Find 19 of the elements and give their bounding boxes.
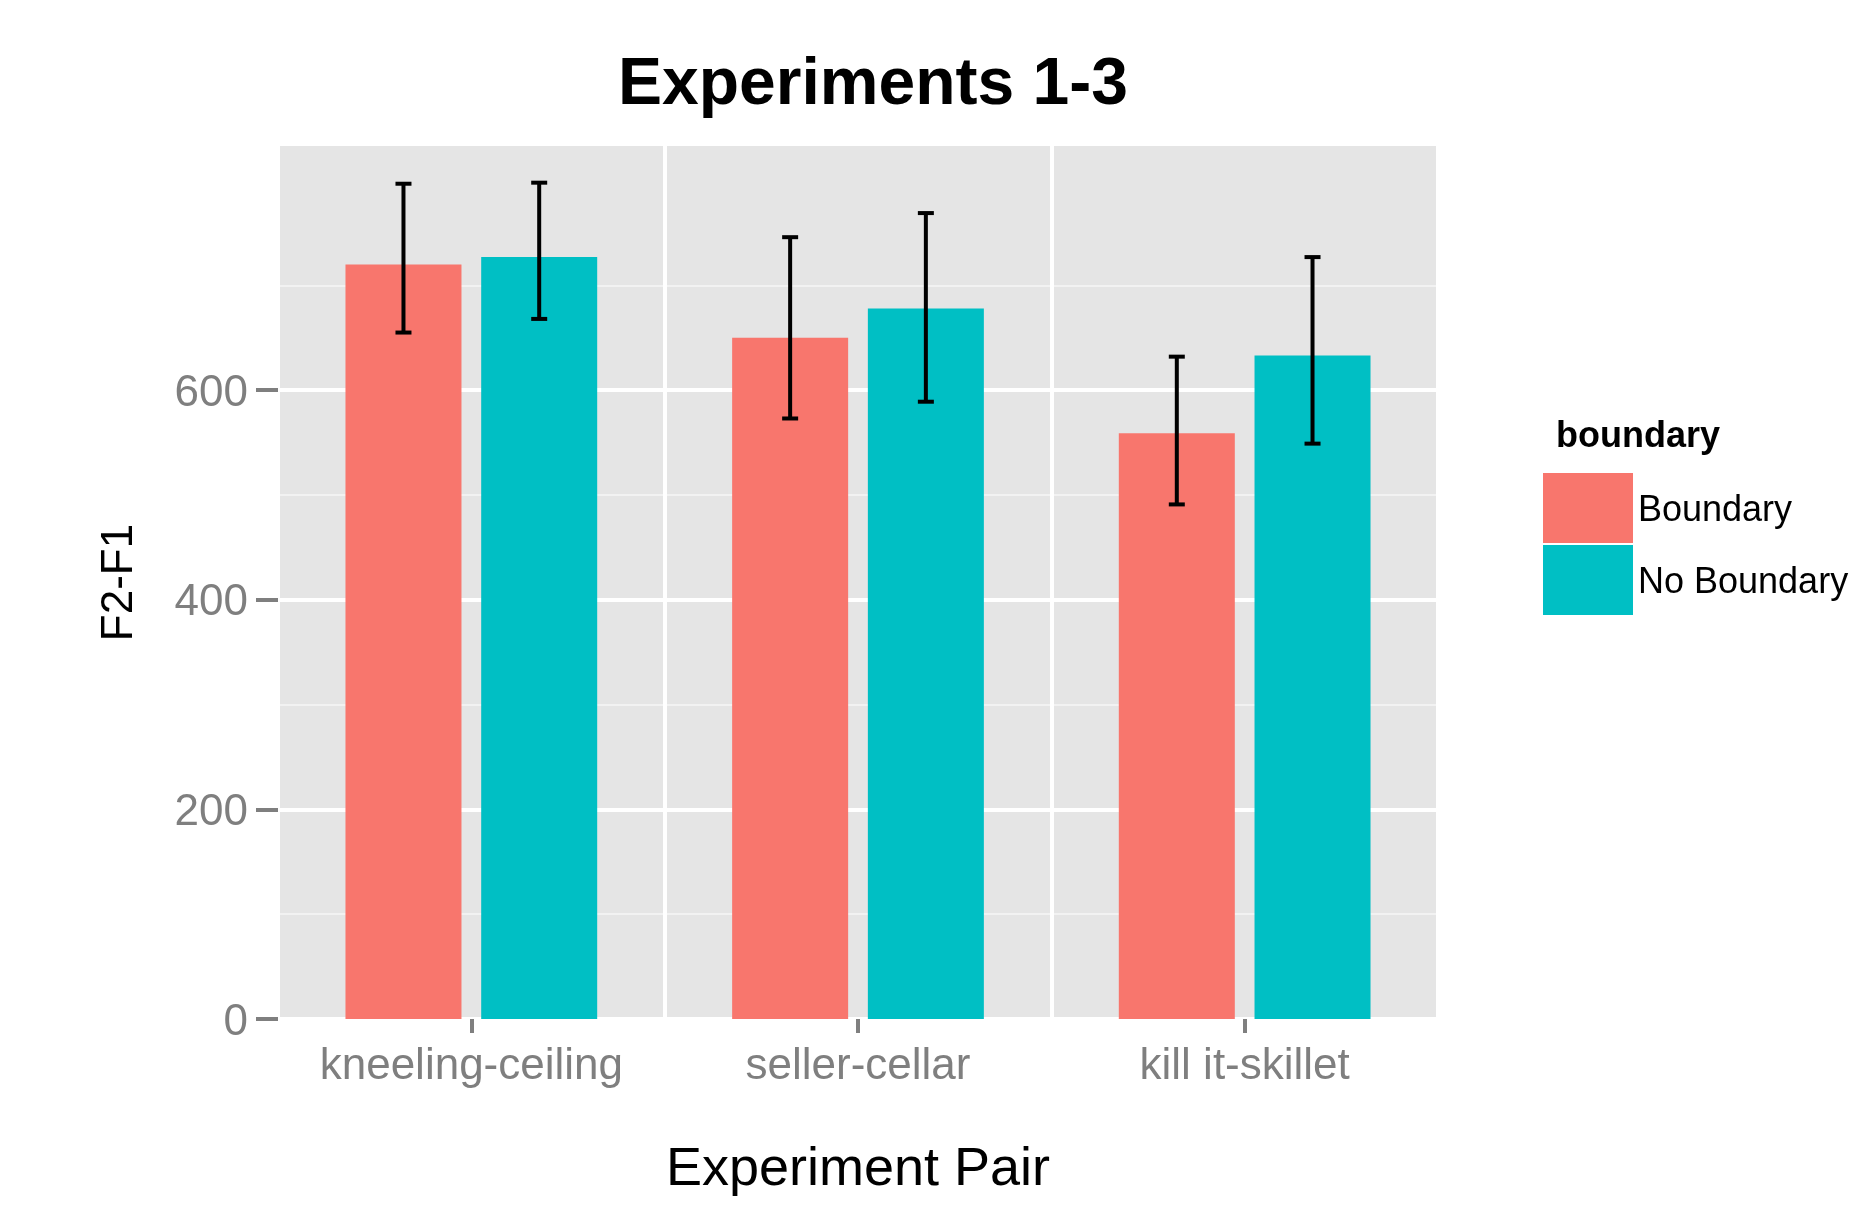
y-tick-label: 200 (174, 784, 248, 834)
x-tick-label: kneeling-ceiling (319, 1038, 623, 1088)
x-tick-label: kill it-skillet (1139, 1038, 1350, 1088)
y-axis-title: F2-F1 (91, 523, 141, 642)
y-tick-label: 600 (174, 365, 248, 415)
legend-label: No Boundary (1638, 559, 1849, 601)
bar (1254, 355, 1371, 1019)
bar (1118, 433, 1235, 1019)
y-tick-label: 0 (223, 994, 248, 1044)
x-tick-label: seller-cellar (745, 1038, 971, 1088)
legend-title: boundary (1556, 413, 1721, 455)
bar (345, 264, 462, 1019)
bar (481, 257, 598, 1019)
y-tick-label: 400 (174, 575, 248, 625)
bar (867, 308, 984, 1019)
legend-label: Boundary (1638, 487, 1793, 529)
x-axis-title: Experiment Pair (665, 1136, 1051, 1196)
bar (732, 337, 849, 1019)
chart-title: Experiments 1-3 (618, 44, 1128, 118)
